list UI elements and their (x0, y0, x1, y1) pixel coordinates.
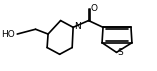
Text: O: O (90, 4, 97, 13)
Text: HO: HO (2, 30, 15, 39)
Text: N: N (74, 22, 81, 31)
Text: S: S (117, 48, 123, 57)
